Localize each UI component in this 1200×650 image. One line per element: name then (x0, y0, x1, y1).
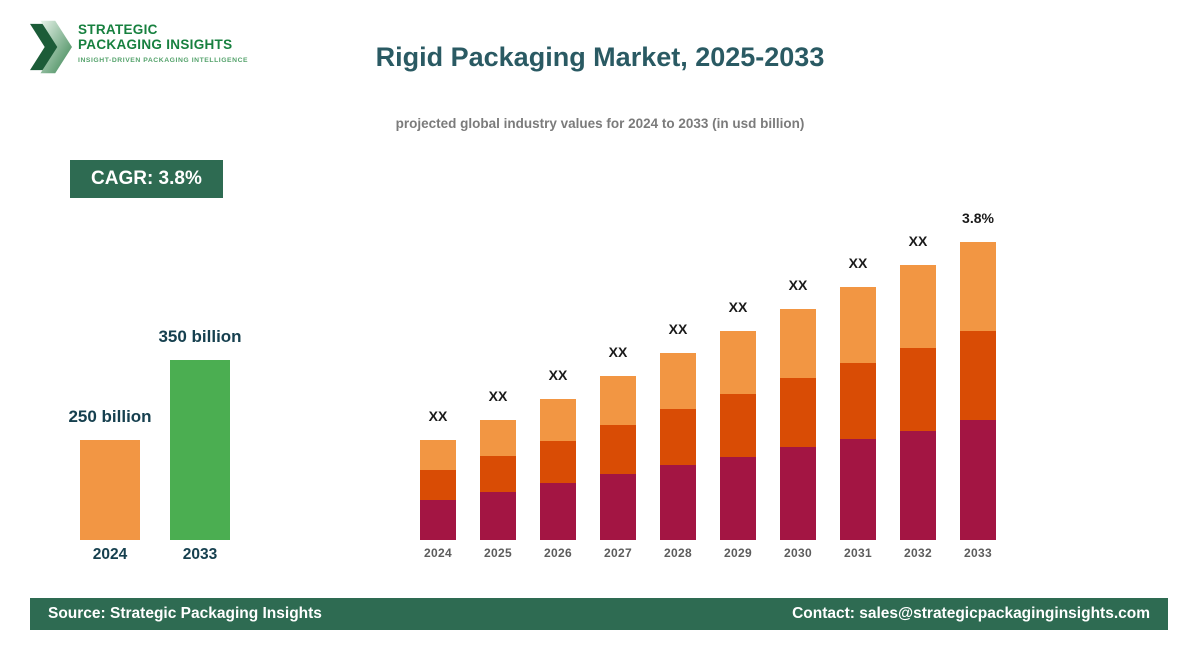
bar-segment-top (840, 287, 876, 363)
bar-segment-bottom (600, 474, 636, 540)
summary-value-label: 350 billion (158, 327, 242, 346)
bar-year-label: 2026 (544, 546, 572, 560)
bar-year-label: 2027 (604, 546, 632, 560)
stacked-bar-group: XX 2032 (900, 234, 936, 560)
bar-segment-middle (420, 470, 456, 500)
stacked-bar (720, 331, 756, 540)
footer-bar: Source: Strategic Packaging Insights Con… (30, 598, 1168, 630)
summary-year-label: 2033 (182, 546, 218, 563)
summary-bar-chart: 250 billion 2024 350 billion 2033 (68, 328, 241, 564)
footer-source: Source: Strategic Packaging Insights (48, 605, 322, 622)
stacked-bar-group: XX 2028 (660, 322, 696, 560)
bar-segment-middle (480, 456, 516, 492)
bar-value-label: XX (488, 388, 508, 404)
cagr-badge: CAGR: 3.8% (70, 160, 223, 198)
stacked-bar-group: XX 2024 (420, 409, 456, 560)
bar-year-label: 2029 (724, 546, 752, 560)
summary-bar-group: 350 billion 2033 (158, 328, 241, 564)
stacked-bar-group: XX 2027 (600, 345, 636, 560)
bar-value-label: XX (848, 255, 868, 271)
bar-segment-bottom (900, 431, 936, 540)
stacked-bar-group: XX 2031 (840, 256, 876, 560)
bar-year-label: 2033 (964, 546, 992, 560)
brand-name-line2: PACKAGING INSIGHTS (78, 37, 233, 53)
bar-year-label: 2031 (844, 546, 872, 560)
bar-value-label: XX (548, 367, 568, 383)
bar-segment-bottom (540, 483, 576, 540)
stacked-bar (660, 353, 696, 540)
bar-year-label: 2025 (484, 546, 512, 560)
bar-segment-middle (840, 363, 876, 439)
bar-segment-bottom (420, 500, 456, 540)
bar-segment-top (720, 331, 756, 394)
bar-value-label: XX (608, 344, 628, 360)
stacked-bar (420, 440, 456, 540)
bar-year-label: 2028 (664, 546, 692, 560)
footer-contact: Contact: sales@strategicpackaginginsight… (792, 605, 1150, 622)
summary-year-label: 2024 (92, 546, 128, 563)
bar-segment-middle (600, 425, 636, 474)
bar-segment-bottom (720, 457, 756, 540)
bar-segment-bottom (960, 420, 996, 540)
bar-value-label: XX (728, 299, 748, 315)
bar-segment-top (660, 353, 696, 409)
bar-value-label: XX (788, 277, 808, 293)
stacked-bar (780, 309, 816, 540)
bar-year-label: 2030 (784, 546, 812, 560)
summary-bar-group: 250 billion 2024 (68, 408, 151, 564)
bar-segment-middle (960, 331, 996, 420)
page-subtitle: projected global industry values for 202… (395, 116, 805, 131)
bar-value-label: XX (908, 233, 928, 249)
bar-segment-bottom (480, 492, 516, 540)
stacked-bar-group: XX 2025 (480, 389, 516, 560)
stacked-bar-group: XX 2030 (780, 278, 816, 560)
bar-segment-bottom (840, 439, 876, 540)
bar-value-label: XX (668, 321, 688, 337)
summary-bar (170, 360, 230, 540)
bar-segment-bottom (660, 465, 696, 540)
summary-bar (80, 440, 140, 540)
stacked-bar (480, 420, 516, 540)
bar-segment-top (780, 309, 816, 378)
stacked-bar-group: XX 2026 (540, 368, 576, 560)
bar-segment-middle (660, 409, 696, 465)
stacked-bar (540, 399, 576, 540)
chevron-logo-icon (30, 20, 72, 74)
bar-segment-middle (720, 394, 756, 457)
bar-segment-top (540, 399, 576, 441)
bar-value-label: XX (428, 408, 448, 424)
bar-segment-middle (900, 348, 936, 431)
bar-segment-top (900, 265, 936, 348)
brand-tagline: INSIGHT-DRIVEN PACKAGING INTELLIGENCE (78, 57, 249, 65)
bar-segment-middle (540, 441, 576, 483)
page-title: Rigid Packaging Market, 2025-2033 (375, 42, 825, 72)
bar-value-label: 3.8% (962, 210, 994, 226)
brand-name-line1: STRATEGIC (78, 22, 158, 37)
stacked-bar-chart: XX 2024 XX 2025 XX 2026 XX 2027 XX 2028 XX 2029 XX 20… (420, 200, 996, 560)
bar-year-label: 2032 (904, 546, 932, 560)
summary-value-label: 250 billion (68, 407, 152, 426)
brand-logo-text: STRATEGIC PACKAGING INSIGHTS INSIGHT-DRI… (78, 16, 248, 64)
stacked-bar (960, 242, 996, 540)
bar-segment-middle (780, 378, 816, 447)
stacked-bar (900, 265, 936, 540)
bar-segment-top (420, 440, 456, 470)
bar-segment-top (480, 420, 516, 456)
bar-segment-top (960, 242, 996, 331)
brand-logo: STRATEGIC PACKAGING INSIGHTS INSIGHT-DRI… (30, 16, 248, 74)
stacked-bar (840, 287, 876, 540)
stacked-bar (600, 376, 636, 540)
stacked-bar-group: 3.8% 2033 (960, 211, 996, 560)
bar-segment-bottom (780, 447, 816, 540)
bar-segment-top (600, 376, 636, 425)
stacked-bar-group: XX 2029 (720, 300, 756, 560)
bar-year-label: 2024 (424, 546, 452, 560)
